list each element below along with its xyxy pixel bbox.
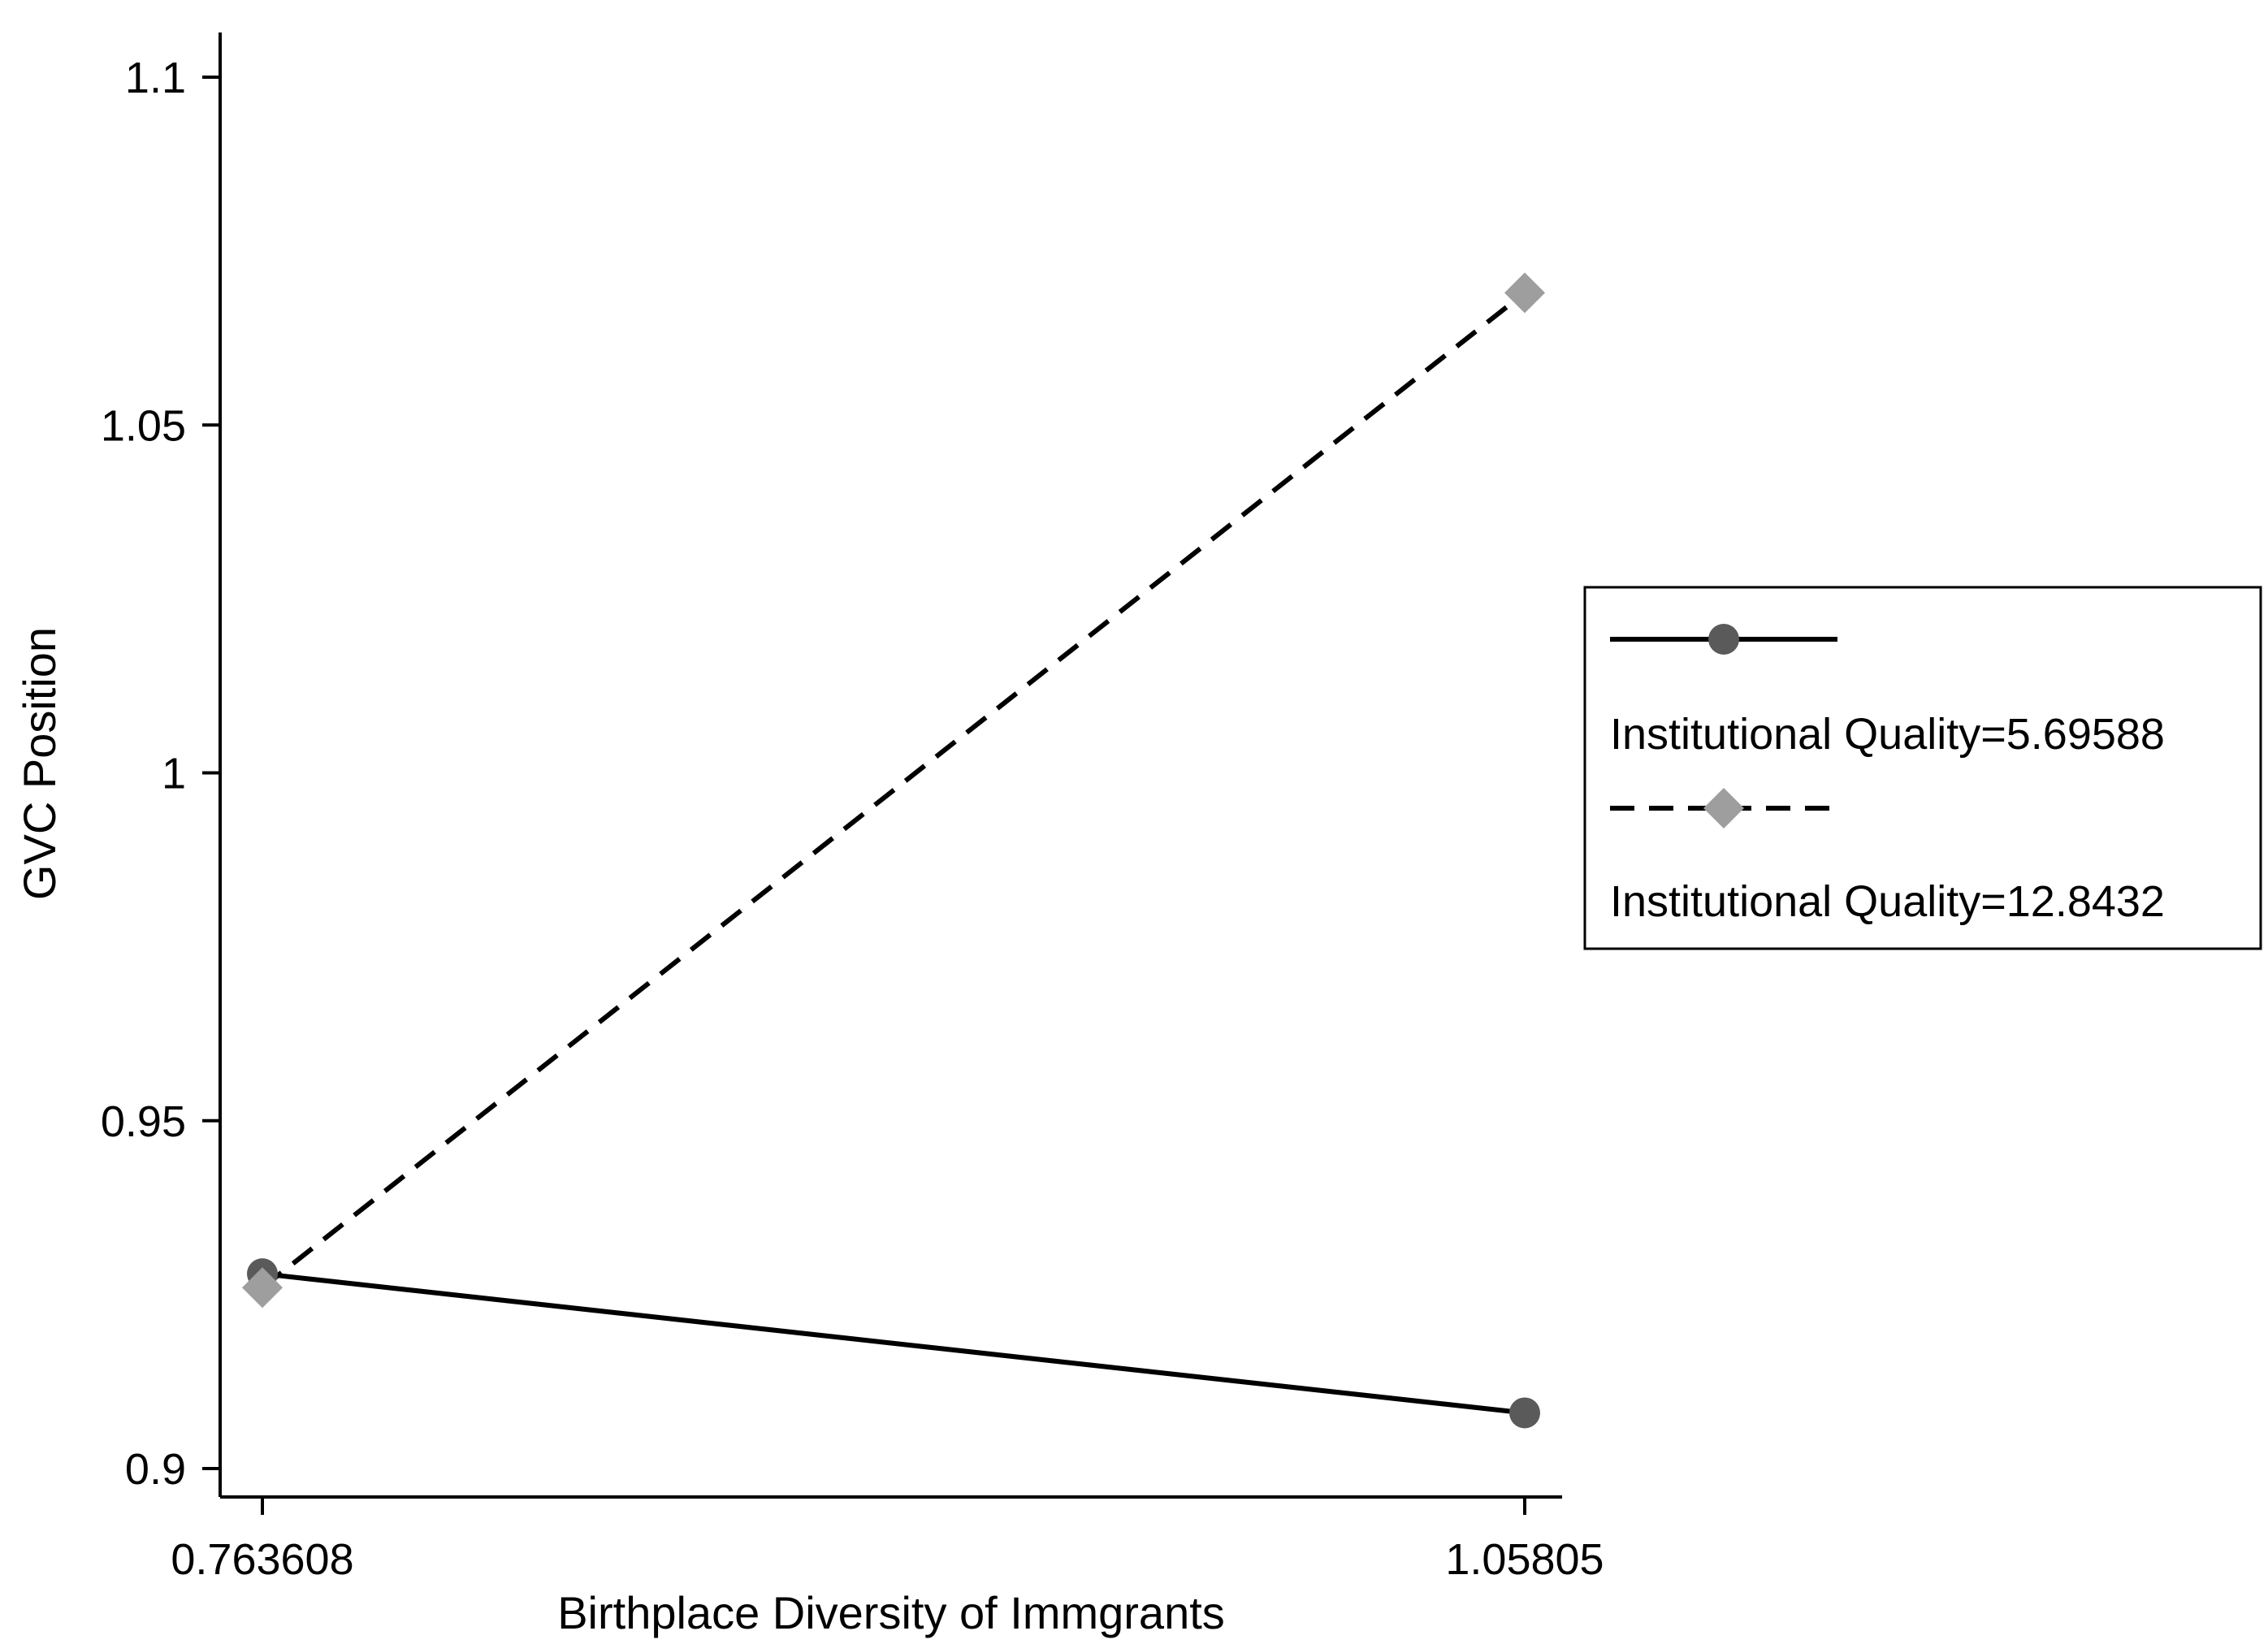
data-point-circle <box>1509 1397 1540 1429</box>
y-tick-label: 1.1 <box>125 54 186 102</box>
series-lines <box>261 291 1526 1416</box>
y-tick-label: 1.05 <box>101 401 186 450</box>
legend-entry-1: Institutional Quality=5.69588 <box>1610 624 2165 759</box>
series-markers <box>242 272 1545 1429</box>
y-tick-label: 0.95 <box>101 1097 186 1146</box>
y-ticks: 0.9 0.95 1 1.05 1.1 <box>101 54 220 1494</box>
x-axis-title: Birthplace Diversity of Immgrants <box>557 1587 1225 1638</box>
legend-entry-2: Institutional Quality=12.8432 <box>1610 788 2165 926</box>
y-tick-label: 0.9 <box>125 1445 186 1494</box>
legend: Institutional Quality=5.69588 Institutio… <box>1583 586 2262 950</box>
x-tick-label: 1.05805 <box>1445 1535 1604 1584</box>
y-axis-title: GVC Position <box>14 627 65 900</box>
legend-box <box>1583 586 2262 950</box>
legend-label-2: Institutional Quality=12.8432 <box>1610 877 2165 926</box>
series-line-1 <box>262 1271 1526 1416</box>
data-point-diamond <box>1504 272 1545 314</box>
series-line-2 <box>261 291 1526 1290</box>
x-tick-label: 0.763608 <box>171 1535 353 1584</box>
legend-label-1: Institutional Quality=5.69588 <box>1610 710 2165 759</box>
data-point-diamond <box>242 1267 283 1309</box>
y-tick-label: 1 <box>162 750 186 798</box>
legend-marker-diamond <box>1703 788 1744 828</box>
x-ticks: 0.763608 1.05805 <box>171 1497 1604 1584</box>
legend-marker-circle <box>1708 624 1739 655</box>
plot-area: 0.9 0.95 1 1.05 1.1 0.763608 1.05805 <box>101 32 1604 1584</box>
